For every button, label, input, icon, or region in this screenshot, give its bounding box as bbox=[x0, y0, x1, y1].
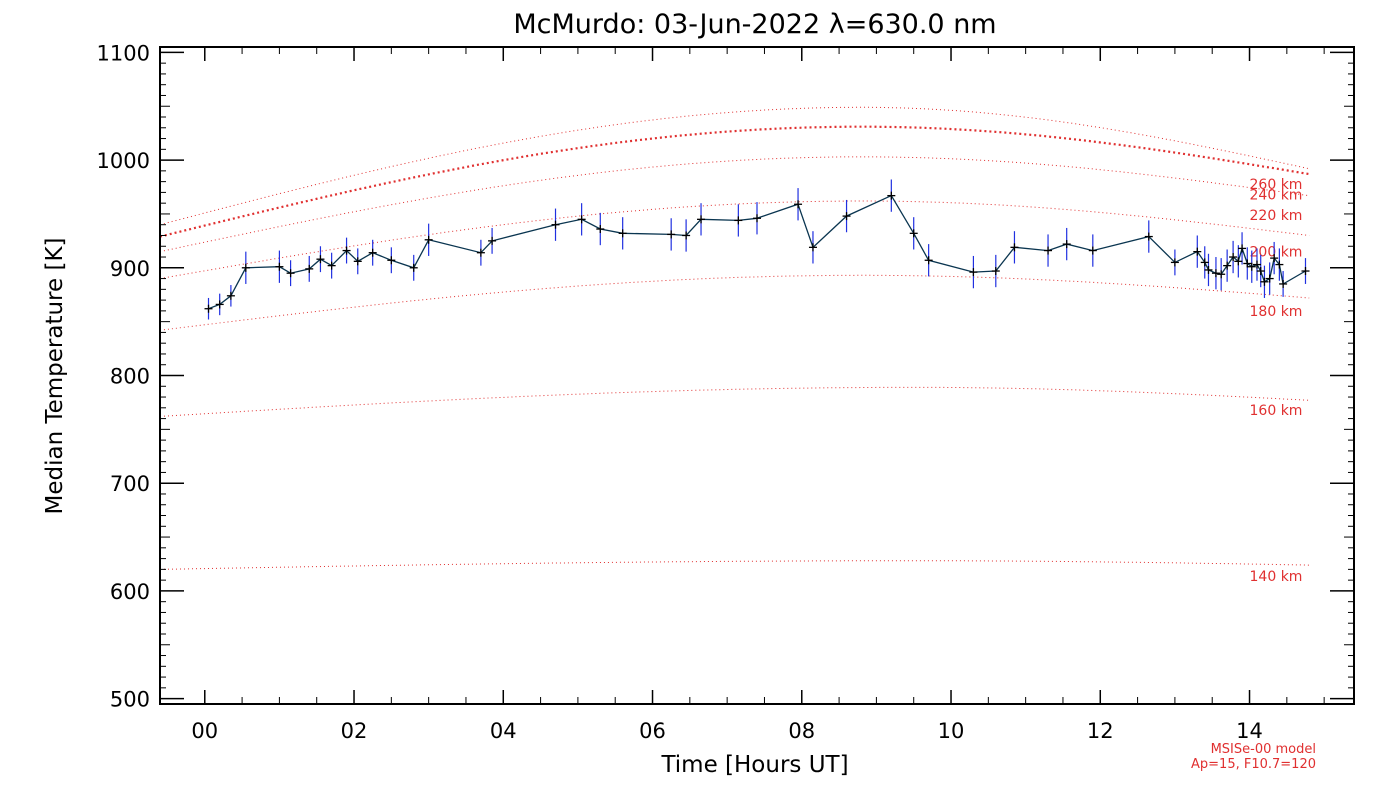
y-axis-ticks: 500 600 700 800 900 1000 1100 bbox=[97, 41, 1354, 712]
data-point bbox=[241, 263, 250, 272]
x-tick-label: 02 bbox=[341, 719, 368, 743]
model-curve bbox=[159, 106, 1310, 226]
x-tick-label: 12 bbox=[1087, 719, 1114, 743]
model-curve-label: 180 km bbox=[1250, 304, 1303, 320]
data-point bbox=[387, 256, 396, 265]
data-point bbox=[924, 256, 933, 265]
model-curve-label: 200 km bbox=[1250, 245, 1303, 261]
data-point bbox=[991, 267, 1000, 276]
model-curve bbox=[159, 274, 1310, 331]
data-point bbox=[488, 236, 497, 245]
data-point bbox=[887, 191, 896, 200]
data-point bbox=[476, 248, 485, 257]
data-point bbox=[794, 200, 803, 209]
data-point bbox=[424, 235, 433, 244]
data-point bbox=[1010, 243, 1019, 252]
data-point bbox=[409, 263, 418, 272]
x-tick-label: 04 bbox=[490, 719, 517, 743]
y-tick-label: 700 bbox=[110, 472, 150, 496]
model-curves bbox=[159, 106, 1310, 570]
model-curve-label: 240 km bbox=[1250, 188, 1303, 204]
model-curve-label: 160 km bbox=[1250, 403, 1303, 419]
data-point bbox=[842, 212, 851, 221]
y-tick-label: 1000 bbox=[97, 149, 150, 173]
data-point bbox=[969, 268, 978, 277]
data-point bbox=[1217, 270, 1226, 279]
data-point bbox=[1200, 258, 1209, 267]
x-axis-label: Time [Hours UT] bbox=[660, 752, 848, 778]
data-point bbox=[1247, 262, 1256, 271]
model-note-line-1: MSISe-00 model bbox=[1211, 742, 1316, 757]
data-point bbox=[682, 231, 691, 240]
data-point bbox=[1252, 260, 1261, 269]
data-point bbox=[1279, 279, 1288, 288]
data-point bbox=[1270, 254, 1279, 263]
data-point bbox=[226, 291, 235, 300]
data-point bbox=[342, 246, 351, 255]
x-tick-label: 06 bbox=[639, 719, 666, 743]
data-point bbox=[1223, 261, 1232, 270]
y-tick-label: 900 bbox=[110, 257, 150, 281]
data-point bbox=[1204, 265, 1213, 274]
data-point bbox=[618, 229, 627, 238]
data-point bbox=[596, 225, 605, 234]
x-axis-ticks: 00 02 04 06 08 10 12 14 bbox=[191, 47, 1325, 743]
data-point bbox=[1275, 260, 1284, 269]
data-point bbox=[1301, 267, 1310, 276]
model-curve bbox=[159, 125, 1310, 238]
data-point bbox=[1170, 258, 1179, 267]
data-point bbox=[1193, 247, 1202, 256]
data-point bbox=[1144, 232, 1153, 241]
data-point bbox=[1044, 246, 1053, 255]
data-point bbox=[1260, 277, 1269, 286]
x-tick-label: 14 bbox=[1236, 719, 1263, 743]
data-point bbox=[697, 215, 706, 224]
data-point bbox=[909, 229, 918, 238]
data-point bbox=[1238, 244, 1247, 253]
data-point bbox=[353, 257, 362, 266]
data-point bbox=[1229, 253, 1238, 262]
data-point bbox=[551, 220, 560, 229]
model-curve bbox=[159, 560, 1310, 570]
data-point bbox=[808, 243, 817, 252]
plot-frame bbox=[159, 46, 1355, 705]
data-point bbox=[1243, 259, 1252, 268]
data-point bbox=[305, 264, 314, 273]
data-point bbox=[368, 248, 377, 257]
model-curve-label: 140 km bbox=[1250, 569, 1303, 585]
model-curve-label: 260 km bbox=[1250, 177, 1303, 193]
data-point bbox=[215, 300, 224, 309]
data-point bbox=[1211, 269, 1220, 278]
data-point bbox=[327, 261, 336, 270]
x-tick-label: 00 bbox=[191, 719, 218, 743]
data-point bbox=[577, 215, 586, 224]
y-tick-label: 500 bbox=[110, 688, 150, 712]
data-point bbox=[1234, 257, 1243, 266]
x-tick-label: 10 bbox=[938, 719, 965, 743]
data-point bbox=[734, 216, 743, 225]
data-point bbox=[753, 214, 761, 223]
model-curve bbox=[159, 386, 1310, 417]
model-note-line-2: Ap=15, F10.7=120 bbox=[1191, 757, 1316, 772]
model-curve bbox=[159, 156, 1310, 253]
y-axis-label: Median Temperature [K] bbox=[42, 238, 68, 515]
data-point bbox=[1088, 246, 1097, 255]
y-tick-label: 600 bbox=[110, 580, 150, 604]
data-point bbox=[1265, 274, 1274, 283]
y-tick-label: 1100 bbox=[97, 41, 150, 65]
data-point bbox=[275, 262, 284, 271]
chart-title: McMurdo: 03-Jun-2022 λ=630.0 nm bbox=[513, 9, 996, 40]
y-tick-label: 800 bbox=[110, 365, 150, 389]
data-point bbox=[1256, 267, 1265, 276]
data-point bbox=[286, 269, 295, 278]
measured-points bbox=[204, 191, 1310, 313]
data-point bbox=[667, 230, 676, 239]
data-point bbox=[316, 255, 325, 264]
data-point bbox=[204, 304, 213, 313]
data-point bbox=[1062, 240, 1071, 249]
x-tick-label: 08 bbox=[788, 719, 815, 743]
model-curve-label: 220 km bbox=[1250, 208, 1303, 224]
